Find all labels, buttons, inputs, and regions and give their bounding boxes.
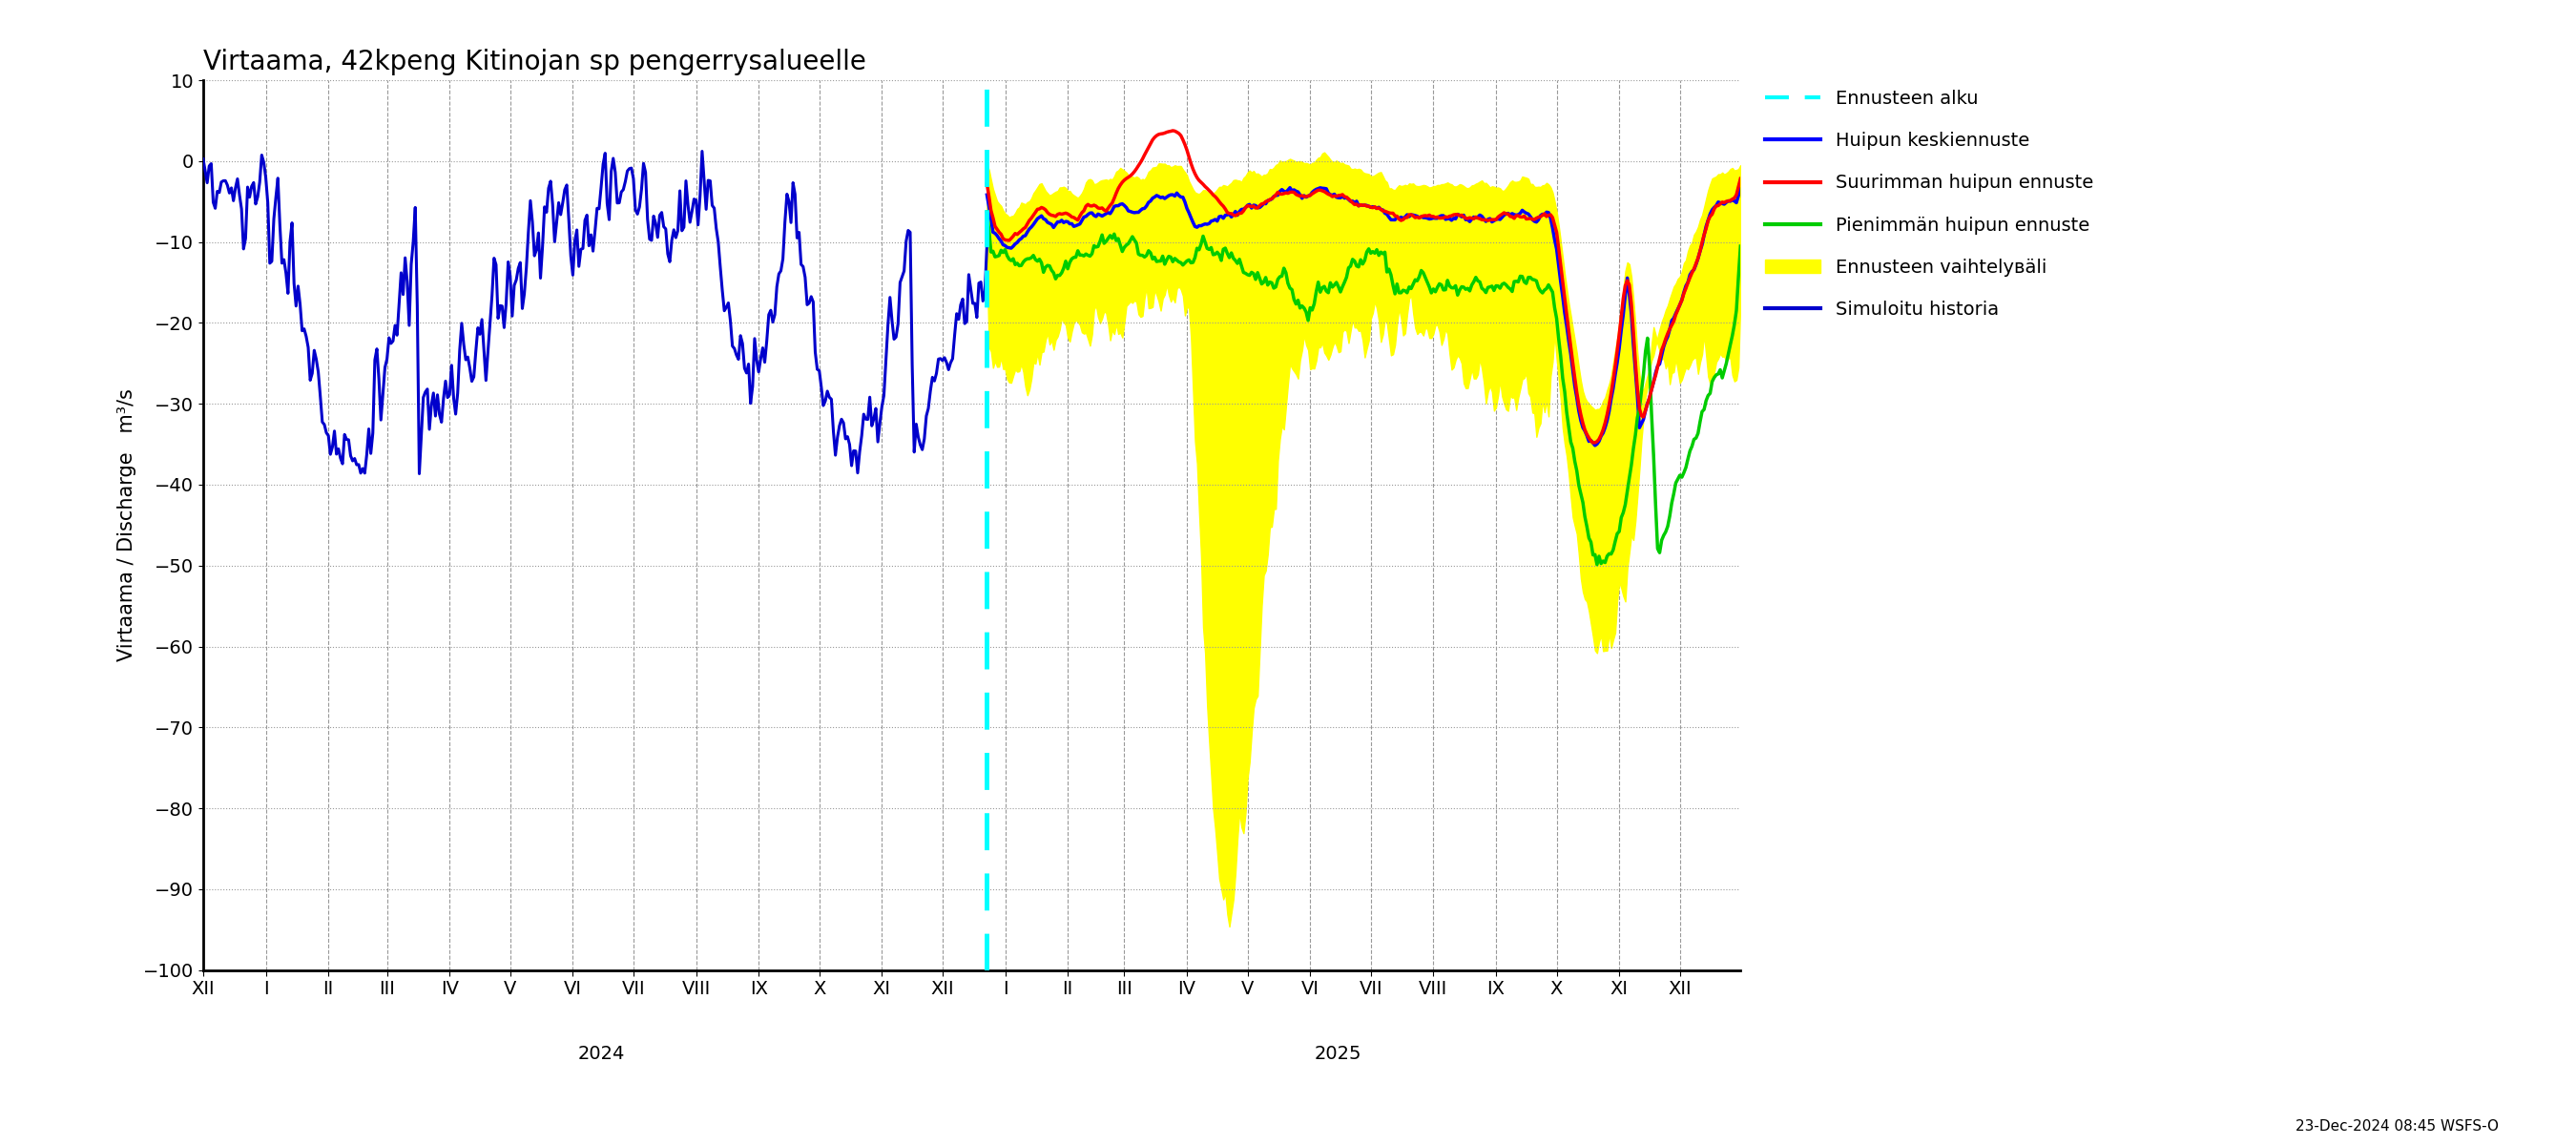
Y-axis label: Virtaama / Discharge   m³/s: Virtaama / Discharge m³/s [118,389,137,662]
Text: 2025: 2025 [1314,1044,1363,1063]
Text: 23-Dec-2024 08:45 WSFS-O: 23-Dec-2024 08:45 WSFS-O [2295,1120,2499,1134]
Text: 2024: 2024 [577,1044,623,1063]
Text: Virtaama, 42kpeng Kitinojan sp pengerrysalueelle: Virtaama, 42kpeng Kitinojan sp pengerrys… [204,48,866,76]
Legend: Ennusteen alku, Huipun keskiennuste, Suurimman huipun ennuste, Pienimmän huipun : Ennusteen alku, Huipun keskiennuste, Suu… [1765,89,2094,319]
